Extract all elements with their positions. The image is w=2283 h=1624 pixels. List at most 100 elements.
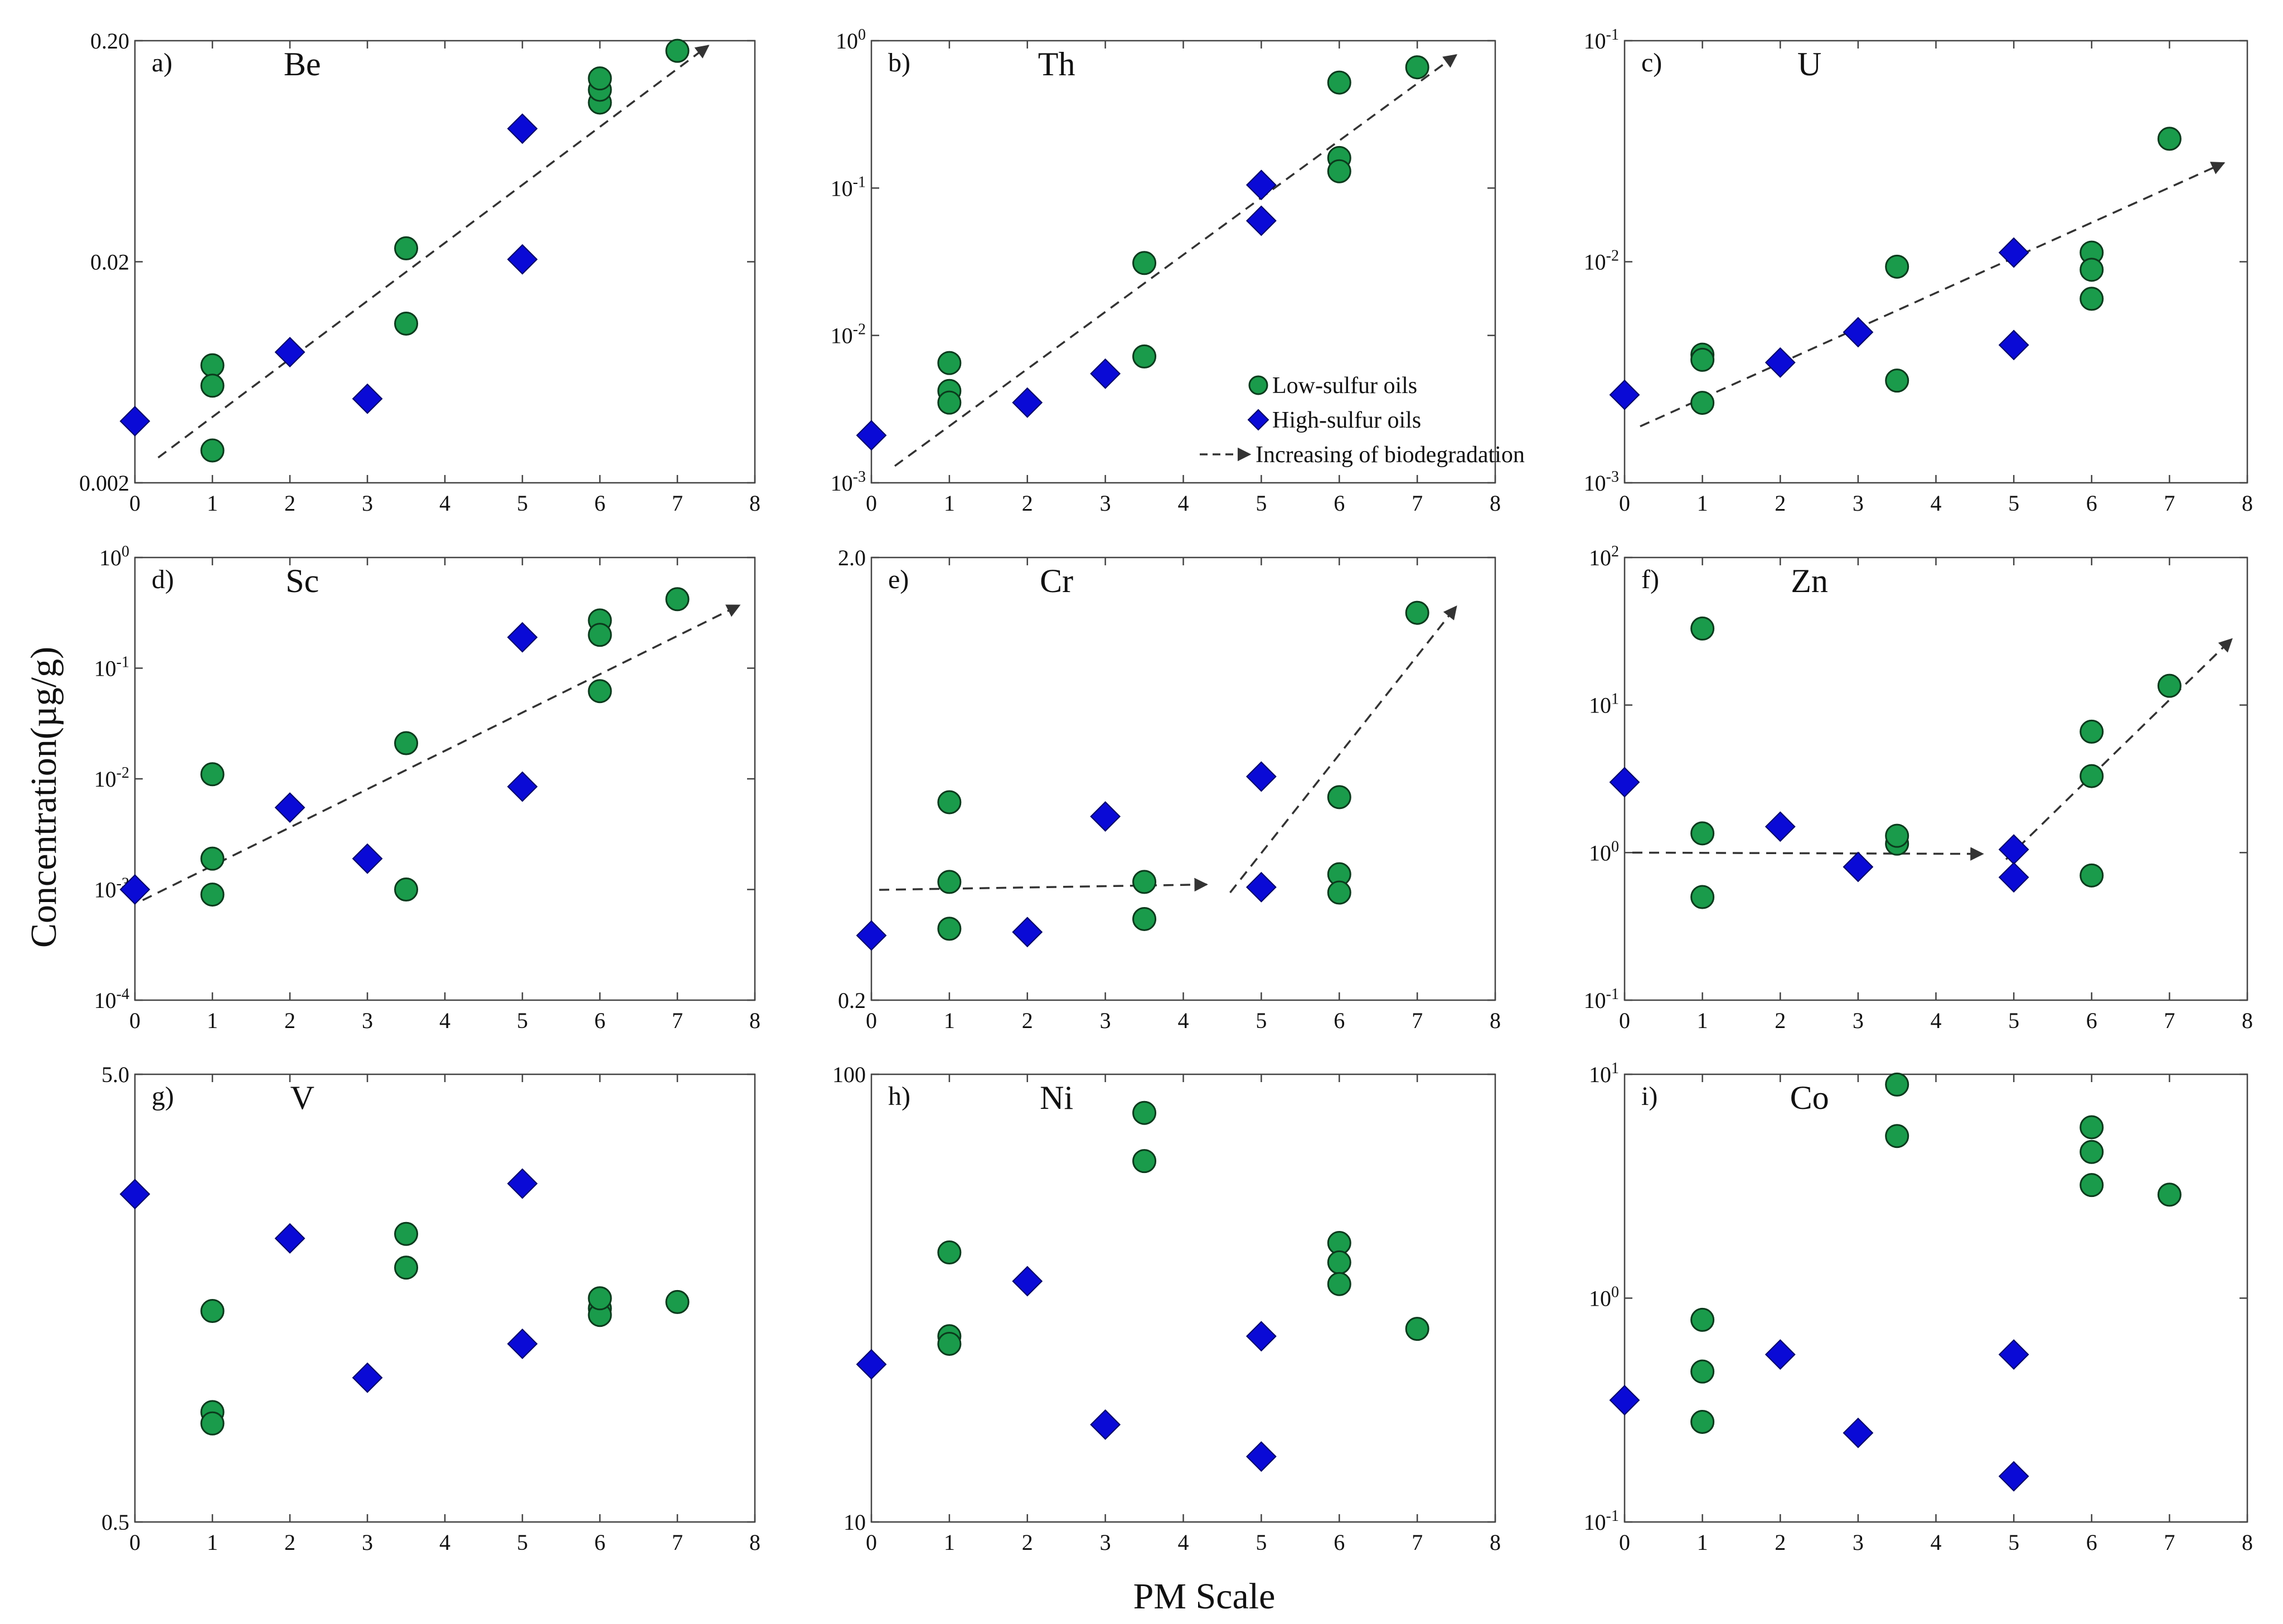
x-tick-label: 0 [1619,1530,1630,1555]
panel-e: 0 1 2 3 4 5 6 7 8 2.0 0.2 e) Cr [838,545,1501,1033]
high-sulfur-point [1609,1385,1640,1415]
low-sulfur-point [394,1255,418,1280]
x-tick-label: 3 [1100,491,1111,516]
low-sulfur-point [665,38,690,63]
low-sulfur-point [2080,764,2104,788]
x-tick-label: 1 [207,1530,218,1555]
panel-title: Be [284,46,321,83]
low-sulfur-point [588,1286,612,1311]
y-tick-label: 10-1 [1584,1507,1619,1535]
high-sulfur-point [1090,1409,1121,1440]
x-tick-label: 4 [439,491,450,516]
legend-trend-label: Increasing of biodegradation [1256,442,1525,468]
x-tick-label: 2 [284,491,295,516]
x-tick-label: 2 [1775,491,1786,516]
low-sulfur-point [665,1289,690,1314]
low-sulfur-point [200,883,225,907]
x-tick-label: 0 [129,1530,140,1555]
y-tick-label: 102 [1589,543,1619,570]
x-tick-label: 1 [944,1530,955,1555]
low-sulfur-point [1885,254,1909,279]
x-tick-label: 3 [1100,1530,1111,1555]
low-sulfur-point [1690,821,1715,846]
high-sulfur-point [1609,767,1640,798]
y-axis-label: Concentration(µg/g) [23,647,64,948]
trend-arrow [1229,605,1457,894]
x-tick-label: 3 [1853,491,1864,516]
low-sulfur-point [1132,251,1157,275]
high-sulfur-point [1765,1339,1796,1370]
low-sulfur-point [394,236,418,260]
high-sulfur-point [119,1179,151,1210]
low-sulfur-point [1327,159,1351,183]
x-tick-label: 6 [1334,1530,1345,1555]
high-sulfur-point [1245,1441,1277,1472]
low-sulfur-point [937,351,962,375]
trend-arrow [2005,638,2233,860]
x-tick-label: 5 [1256,1008,1267,1033]
y-tick-label: 101 [1589,1060,1619,1087]
high-sulfur-point [507,113,538,144]
low-sulfur-point [937,917,962,941]
x-tick-label: 4 [1931,1008,1942,1033]
y-tick-label: 100 [836,26,866,54]
low-sulfur-point [1405,1317,1429,1341]
low-sulfur-point [1690,885,1715,909]
y-tick-label: 10-2 [94,764,129,792]
high-sulfur-point [1998,862,2029,893]
legend-low-label: Low-sulfur oils [1272,373,1417,399]
low-sulfur-point [588,66,612,91]
y-tick-label: 10-2 [1584,248,1619,275]
y-tick-label: 100 [99,543,129,570]
low-sulfur-point [1885,1072,1909,1097]
low-sulfur-point [200,762,225,787]
low-sulfur-point [1690,347,1715,372]
y-tick-label: 5.0 [101,1062,129,1087]
x-tick-label: 0 [129,491,140,516]
low-sulfur-point [200,1411,225,1436]
x-tick-label: 0 [129,1008,140,1033]
x-tick-label: 8 [749,491,760,516]
low-sulfur-point [200,846,225,871]
high-sulfur-point [1998,329,2029,361]
y-tick-label: 0.20 [90,28,129,54]
low-sulfur-point [2157,673,2182,698]
high-sulfur-point [1998,1339,2029,1370]
y-tick-label: 10-3 [94,875,129,903]
low-sulfur-point [200,353,225,377]
high-sulfur-point [507,771,538,802]
trend-arrow [157,45,710,459]
high-sulfur-point [507,244,538,275]
low-sulfur-point [1132,344,1157,369]
x-tick-label: 7 [672,1008,683,1033]
low-sulfur-point [1327,785,1351,809]
high-sulfur-point [856,920,887,951]
high-sulfur-point [1245,169,1277,201]
low-sulfur-point [200,374,225,398]
high-sulfur-point [1012,1266,1043,1297]
high-sulfur-point [1765,811,1796,842]
panel-title: Co [1790,1079,1829,1116]
x-axis-label: PM Scale [1133,1576,1276,1617]
trend-arrow [1632,847,1984,861]
y-tick-label: 10-3 [1584,468,1619,496]
x-tick-label: 5 [2008,1008,2019,1033]
low-sulfur-point [937,1240,962,1265]
low-sulfur-point [394,731,418,755]
low-sulfur-point [2157,127,2182,151]
high-sulfur-point [352,1362,383,1393]
x-tick-label: 1 [1697,491,1708,516]
high-sulfur-point [1090,801,1121,832]
y-tick-label: 10 [844,1510,866,1535]
high-sulfur-point [352,383,383,414]
low-sulfur-point [1405,55,1429,80]
x-tick-label: 6 [2086,1530,2097,1555]
x-tick-label: 6 [1334,1008,1345,1033]
high-sulfur-point [856,420,887,451]
panel-label: b) [888,48,910,77]
panel-label: a) [152,48,172,77]
x-tick-label: 6 [2086,1008,2097,1033]
x-tick-label: 0 [1619,1008,1630,1033]
panel-f: 0 1 2 3 4 5 6 7 8 102 101 100 10-1 f) Zn [1584,543,2253,1033]
